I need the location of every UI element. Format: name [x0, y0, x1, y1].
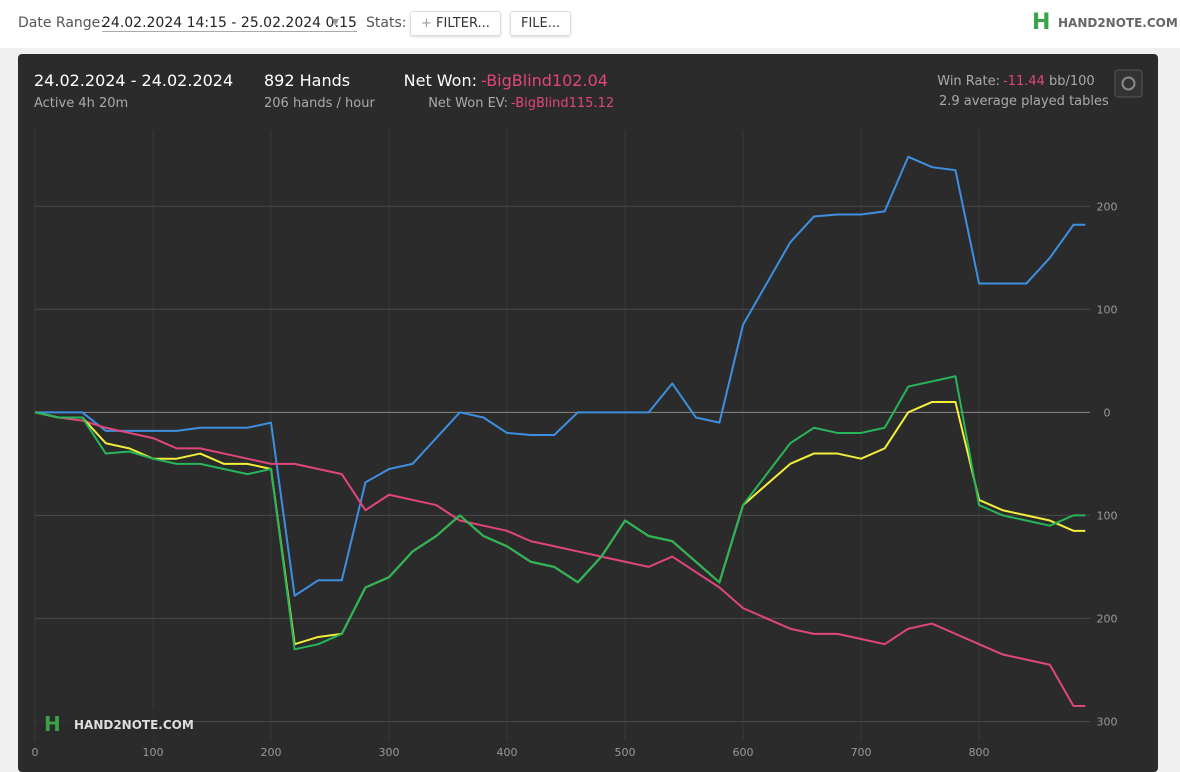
- settings-icon: [1121, 76, 1136, 91]
- date-label: Date Range:: [18, 15, 106, 31]
- net-won-ev-value: -BigBlind115.12: [511, 96, 614, 111]
- net-won-ev-label: Net Won EV:: [428, 96, 508, 111]
- watermark: HAND2NOTE.COM: [74, 718, 194, 732]
- x-tick-label: 600: [733, 746, 754, 759]
- x-tick-label: 800: [969, 746, 990, 759]
- settings-button[interactable]: [1114, 69, 1143, 98]
- filter-text: FILTER...: [436, 16, 490, 31]
- stats-label: Stats:: [366, 15, 407, 31]
- logo: HAND2NOTE.COM: [1058, 16, 1178, 30]
- watermark-icon: H: [44, 712, 61, 736]
- y-tick-label: 100: [1097, 509, 1118, 522]
- date-picker[interactable]: 24.02.2024 14:15 - 25.02.2024 0:15: [102, 15, 357, 32]
- x-tick-label: 300: [379, 746, 400, 759]
- series-line: [34, 411, 1086, 707]
- hands-per-hour: 206 hands / hour: [264, 96, 375, 111]
- dropdown-arrow[interactable]: ▾: [332, 14, 340, 30]
- tables: 2.9 average played tables: [939, 94, 1109, 109]
- y-tick-label: 100: [1097, 303, 1118, 316]
- net-won-label: Net Won:: [404, 71, 477, 90]
- series-line: [34, 375, 1086, 651]
- net-won-value: -BigBlind102.04: [481, 71, 608, 90]
- watermark-bg: [36, 708, 186, 738]
- x-tick-label: 200: [261, 746, 282, 759]
- toolbar: Date Range: 24.02.2024 14:15 - 25.02.202…: [0, 0, 1180, 48]
- win-rate-value: -11.44: [1003, 74, 1045, 89]
- file-button[interactable]: FILE...: [510, 11, 572, 36]
- win-rate-label: Win Rate:: [937, 74, 1000, 89]
- x-tick-label: 100: [143, 746, 164, 759]
- y-tick-label: 200: [1097, 612, 1118, 625]
- x-tick-label: 400: [497, 746, 518, 759]
- win-rate-unit: bb/100: [1049, 74, 1095, 89]
- date-range: 24.02.2024 - 24.02.2024: [34, 71, 233, 90]
- active-time: Active 4h 20m: [34, 96, 128, 111]
- x-tick-label: 700: [851, 746, 872, 759]
- x-tick-label: 0: [32, 746, 39, 759]
- hands: 892 Hands: [264, 71, 350, 90]
- series-line: [34, 401, 1086, 646]
- y-tick-label: 200: [1097, 200, 1118, 213]
- y-tick-label: 0: [1104, 406, 1111, 419]
- filter-button[interactable]: + FILTER...: [410, 11, 501, 36]
- file-text: FILE...: [521, 16, 561, 31]
- y-tick-label: 300: [1097, 715, 1118, 728]
- plot-area: 0 100 200 300 400 500 600 700 800 200 100 0 100 200 30…: [32, 130, 1118, 759]
- series-line: [35, 155, 1086, 597]
- x-tick-label: 500: [615, 746, 636, 759]
- logo-icon: H: [1032, 10, 1051, 35]
